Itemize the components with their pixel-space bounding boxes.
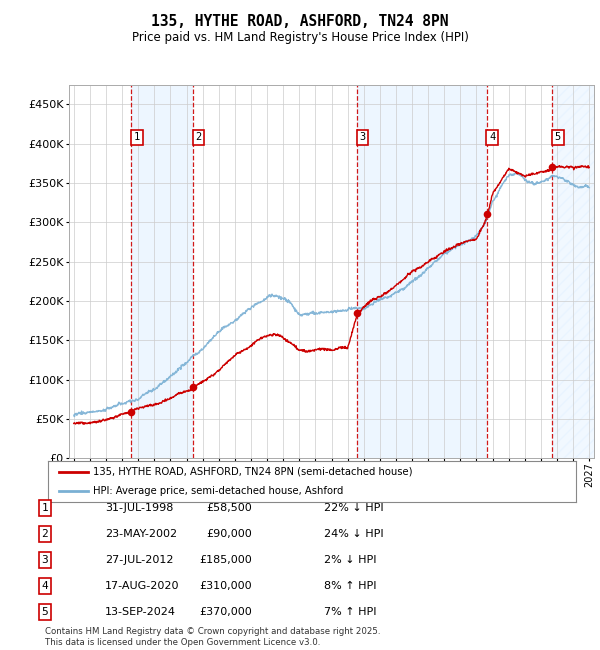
Text: 1: 1: [134, 132, 140, 142]
Bar: [357, 84, 487, 458]
Text: 7% ↑ HPI: 7% ↑ HPI: [324, 607, 377, 618]
Text: 2: 2: [41, 529, 49, 539]
Text: 27-JUL-2012: 27-JUL-2012: [105, 555, 173, 566]
Text: 5: 5: [41, 607, 49, 618]
Text: 4: 4: [41, 581, 49, 592]
Text: 2% ↓ HPI: 2% ↓ HPI: [324, 555, 377, 566]
Text: HPI: Average price, semi-detached house, Ashford: HPI: Average price, semi-detached house,…: [93, 486, 343, 497]
Text: £58,500: £58,500: [206, 503, 252, 514]
Text: 13-SEP-2024: 13-SEP-2024: [105, 607, 176, 618]
Text: 4: 4: [489, 132, 495, 142]
Bar: [131, 84, 193, 458]
Text: Price paid vs. HM Land Registry's House Price Index (HPI): Price paid vs. HM Land Registry's House …: [131, 31, 469, 44]
Text: 135, HYTHE ROAD, ASHFORD, TN24 8PN (semi-detached house): 135, HYTHE ROAD, ASHFORD, TN24 8PN (semi…: [93, 467, 412, 477]
Text: £185,000: £185,000: [199, 555, 252, 566]
Text: £310,000: £310,000: [199, 581, 252, 592]
Text: 3: 3: [41, 555, 49, 566]
Text: 24% ↓ HPI: 24% ↓ HPI: [324, 529, 383, 539]
Text: 23-MAY-2002: 23-MAY-2002: [105, 529, 177, 539]
Text: 3: 3: [359, 132, 365, 142]
Text: 135, HYTHE ROAD, ASHFORD, TN24 8PN: 135, HYTHE ROAD, ASHFORD, TN24 8PN: [151, 14, 449, 29]
Text: 8% ↑ HPI: 8% ↑ HPI: [324, 581, 377, 592]
Text: £90,000: £90,000: [206, 529, 252, 539]
Text: 31-JUL-1998: 31-JUL-1998: [105, 503, 173, 514]
Text: 1: 1: [41, 503, 49, 514]
Text: Contains HM Land Registry data © Crown copyright and database right 2025.
This d: Contains HM Land Registry data © Crown c…: [45, 627, 380, 647]
Text: 5: 5: [555, 132, 561, 142]
Text: £370,000: £370,000: [199, 607, 252, 618]
Text: 17-AUG-2020: 17-AUG-2020: [105, 581, 179, 592]
Text: 22% ↓ HPI: 22% ↓ HPI: [324, 503, 383, 514]
Bar: [552, 84, 594, 458]
Text: 2: 2: [195, 132, 202, 142]
